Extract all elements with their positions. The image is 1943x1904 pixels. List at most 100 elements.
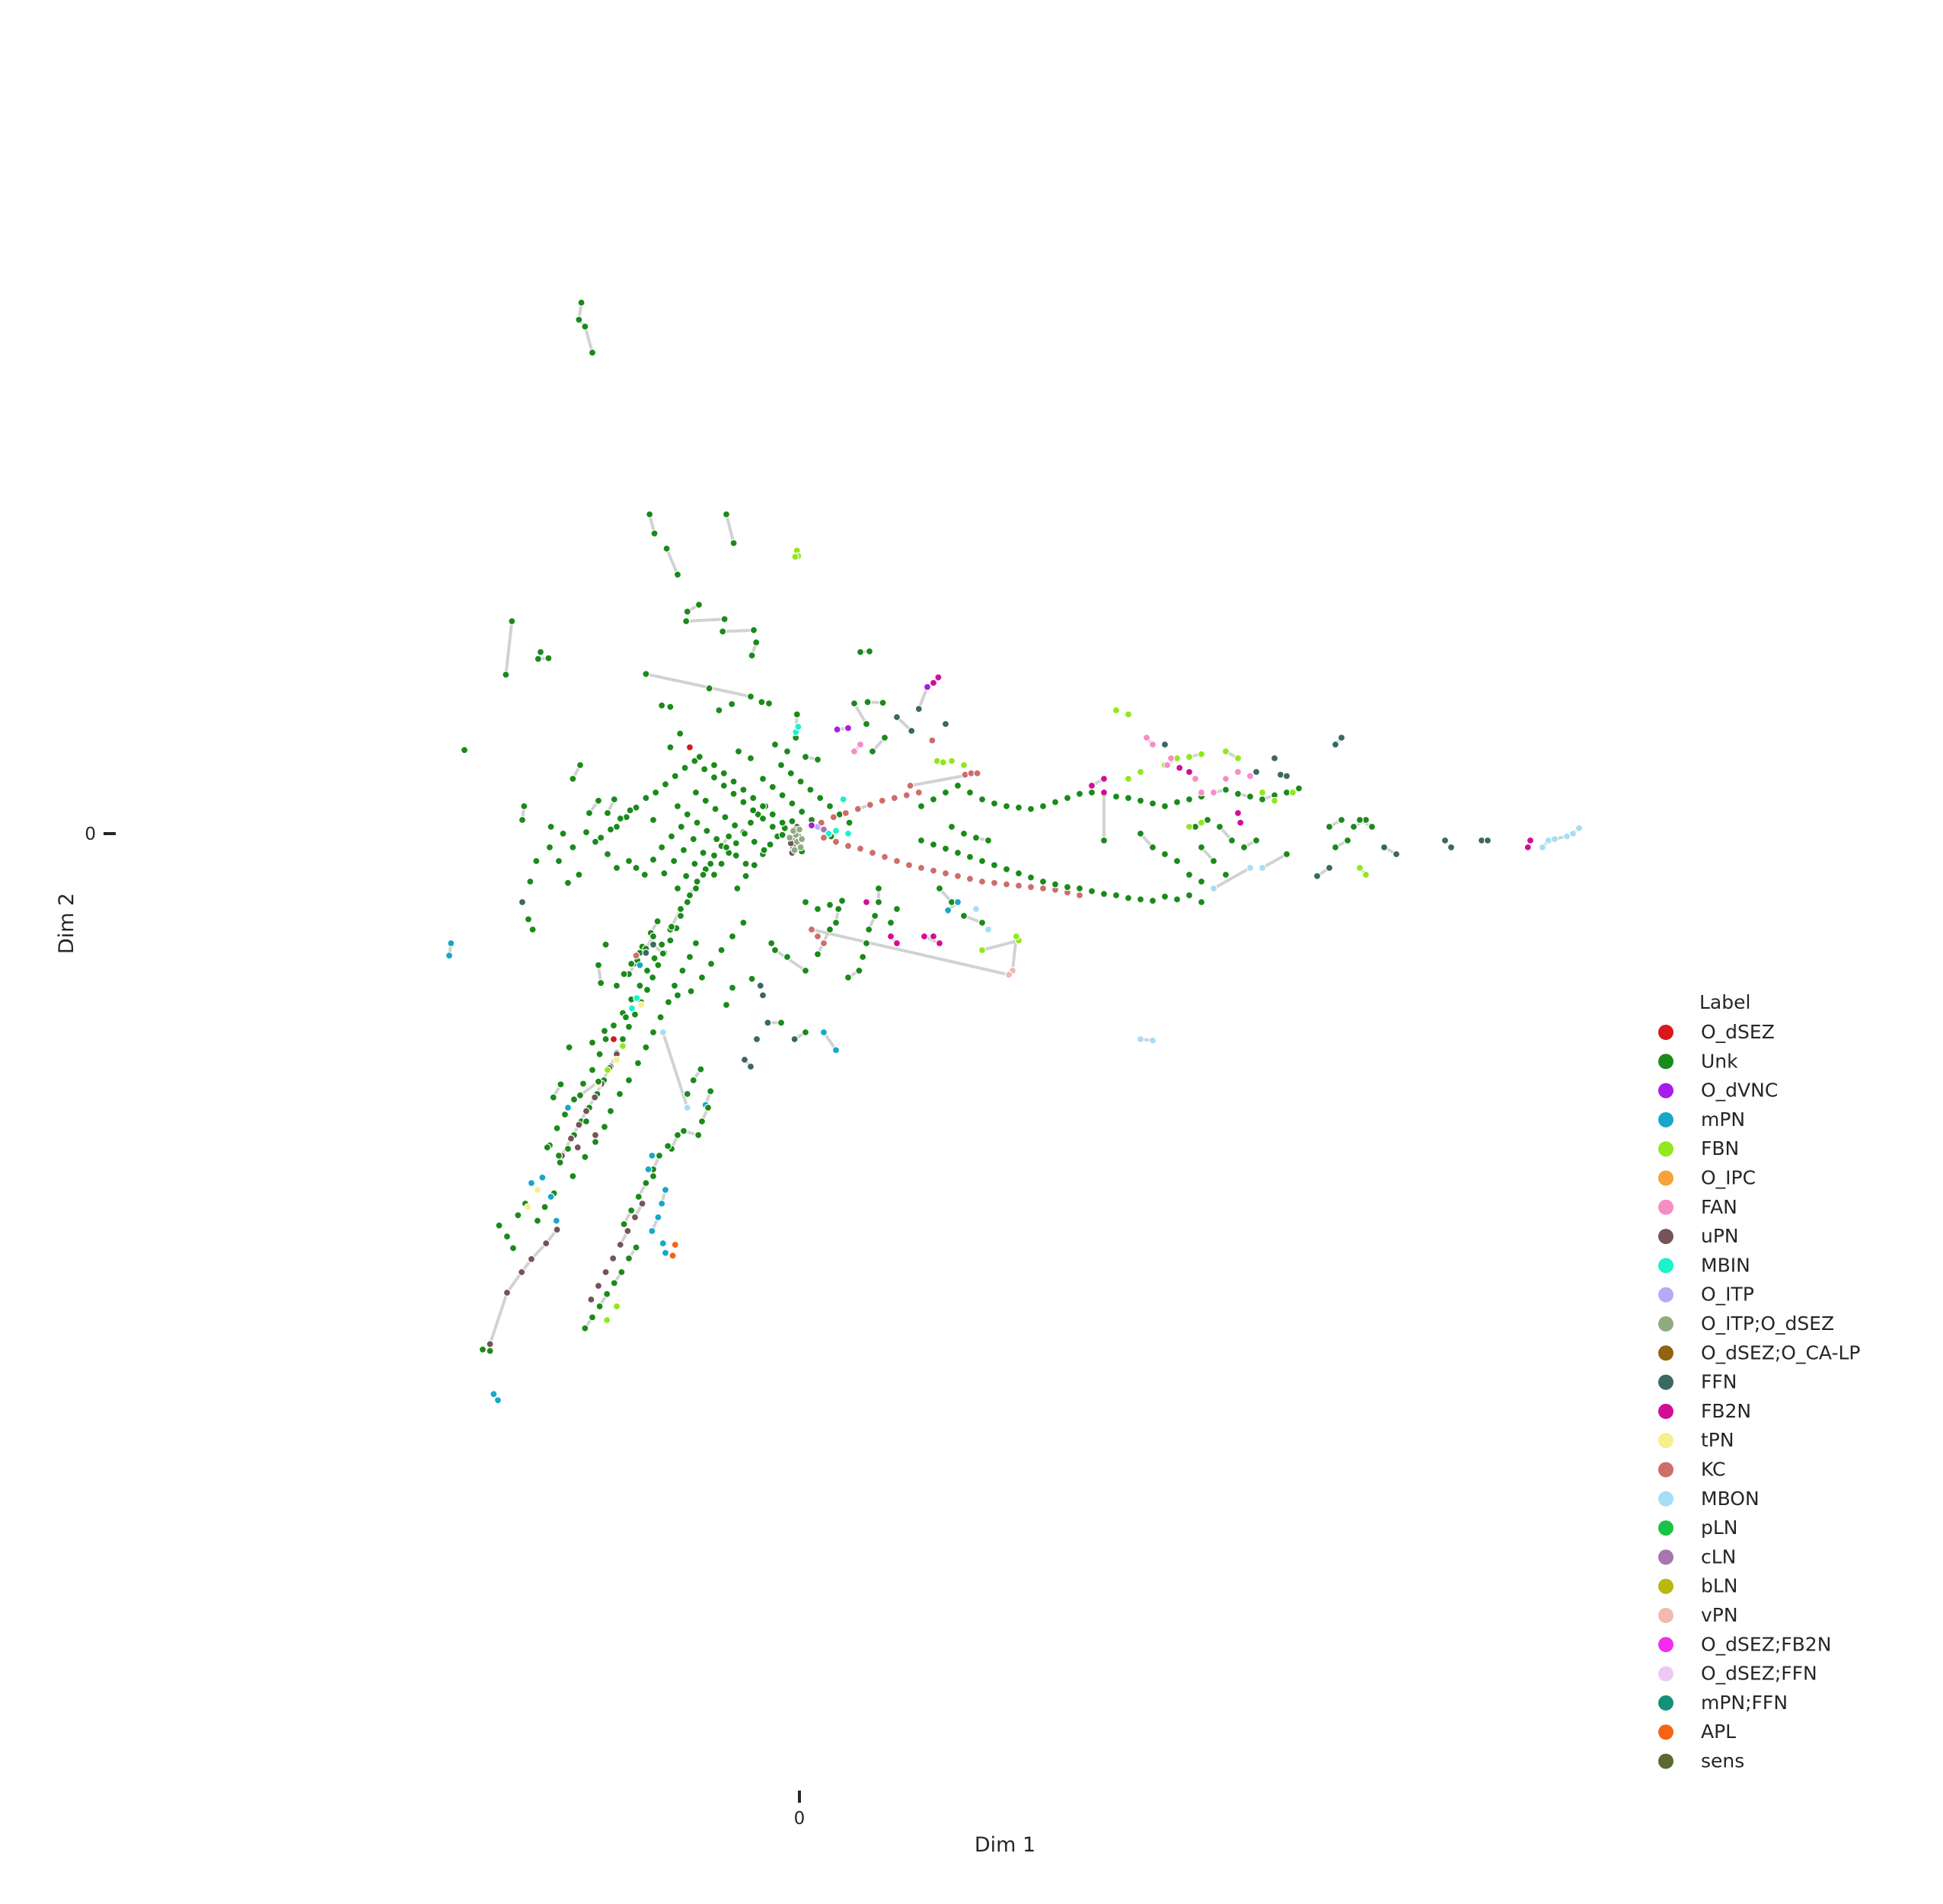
data-point bbox=[879, 698, 887, 707]
data-point bbox=[1038, 877, 1048, 886]
data-point bbox=[536, 648, 545, 656]
data-point bbox=[632, 1243, 640, 1252]
data-point bbox=[1148, 843, 1157, 852]
data-point bbox=[616, 815, 624, 823]
data-point bbox=[573, 1143, 582, 1152]
data-point bbox=[929, 678, 938, 687]
legend-label: sens bbox=[1701, 1750, 1744, 1772]
data-point bbox=[547, 1192, 555, 1201]
data-point bbox=[527, 1255, 536, 1264]
data-point bbox=[722, 1000, 731, 1009]
data-point bbox=[707, 860, 715, 868]
data-point bbox=[648, 1226, 656, 1236]
data-point bbox=[1124, 774, 1133, 783]
data-point bbox=[865, 925, 873, 934]
legend-label: O_IPC bbox=[1701, 1167, 1756, 1189]
data-point bbox=[676, 911, 685, 920]
data-point bbox=[682, 617, 691, 626]
data-point bbox=[928, 736, 936, 745]
x-axis-title: Dim 1 bbox=[975, 1833, 1035, 1857]
data-point bbox=[953, 849, 962, 857]
data-point bbox=[813, 904, 822, 914]
data-point bbox=[1136, 829, 1145, 838]
data-point bbox=[1075, 789, 1084, 798]
edge-line bbox=[504, 620, 514, 677]
data-point bbox=[445, 952, 454, 960]
legend-marker bbox=[1658, 1724, 1673, 1740]
data-point bbox=[768, 810, 777, 818]
data-point bbox=[1185, 795, 1194, 804]
data-point bbox=[618, 1041, 627, 1051]
edge-line bbox=[644, 672, 752, 698]
data-point bbox=[542, 1239, 550, 1248]
data-point bbox=[661, 1249, 670, 1257]
data-point bbox=[739, 798, 748, 806]
data-point bbox=[493, 1396, 502, 1405]
data-point bbox=[659, 949, 667, 958]
data-point bbox=[939, 758, 947, 767]
data-point bbox=[920, 932, 929, 941]
data-point bbox=[624, 1022, 633, 1031]
data-point bbox=[990, 861, 999, 869]
data-point bbox=[1075, 891, 1084, 900]
data-point bbox=[786, 769, 795, 777]
data-point bbox=[1185, 822, 1194, 831]
data-point bbox=[1526, 836, 1535, 845]
data-point bbox=[447, 939, 455, 948]
data-point bbox=[929, 840, 938, 849]
data-point bbox=[777, 1019, 786, 1027]
data-point bbox=[667, 832, 676, 840]
data-point bbox=[566, 1134, 576, 1143]
data-point bbox=[1038, 884, 1048, 893]
data-point bbox=[640, 870, 649, 879]
data-point bbox=[541, 1203, 549, 1211]
data-point bbox=[1325, 822, 1334, 831]
data-point bbox=[666, 743, 675, 751]
data-point bbox=[603, 808, 612, 818]
data-point bbox=[649, 1028, 658, 1037]
data-point bbox=[693, 877, 701, 886]
legend-label: FAN bbox=[1701, 1196, 1737, 1218]
legend-marker bbox=[1658, 1549, 1673, 1565]
data-point bbox=[518, 1268, 526, 1277]
data-point bbox=[1185, 870, 1194, 879]
data-point bbox=[565, 1043, 573, 1051]
data-point bbox=[806, 786, 815, 794]
data-point bbox=[719, 781, 728, 790]
data-point bbox=[1483, 836, 1492, 845]
data-point bbox=[929, 795, 938, 804]
data-point bbox=[478, 1345, 487, 1354]
data-point bbox=[693, 818, 701, 827]
data-point bbox=[831, 827, 841, 835]
legend-marker bbox=[1658, 1054, 1673, 1070]
data-point bbox=[944, 906, 952, 914]
data-point bbox=[819, 1028, 828, 1037]
data-point bbox=[1440, 836, 1450, 845]
data-point bbox=[801, 898, 810, 907]
data-point bbox=[1136, 767, 1145, 777]
data-point bbox=[664, 1142, 672, 1150]
data-point bbox=[575, 1121, 583, 1129]
data-point bbox=[612, 1055, 621, 1064]
data-point bbox=[710, 851, 719, 860]
data-point bbox=[594, 1077, 603, 1086]
data-point bbox=[624, 856, 633, 866]
data-point bbox=[579, 1080, 588, 1088]
data-point bbox=[1227, 836, 1236, 845]
data-point bbox=[1185, 891, 1194, 900]
data-point bbox=[643, 986, 652, 994]
data-point bbox=[1191, 774, 1200, 783]
data-point bbox=[638, 1199, 646, 1208]
data-point bbox=[705, 684, 713, 693]
data-point bbox=[655, 1151, 664, 1160]
data-point bbox=[831, 1046, 841, 1054]
data-point bbox=[965, 788, 975, 797]
data-point bbox=[742, 872, 750, 880]
data-point bbox=[929, 866, 938, 875]
data-point bbox=[700, 765, 709, 773]
data-point bbox=[588, 1066, 597, 1074]
data-point bbox=[816, 794, 825, 802]
data-point bbox=[609, 1021, 618, 1030]
data-point bbox=[603, 850, 612, 859]
